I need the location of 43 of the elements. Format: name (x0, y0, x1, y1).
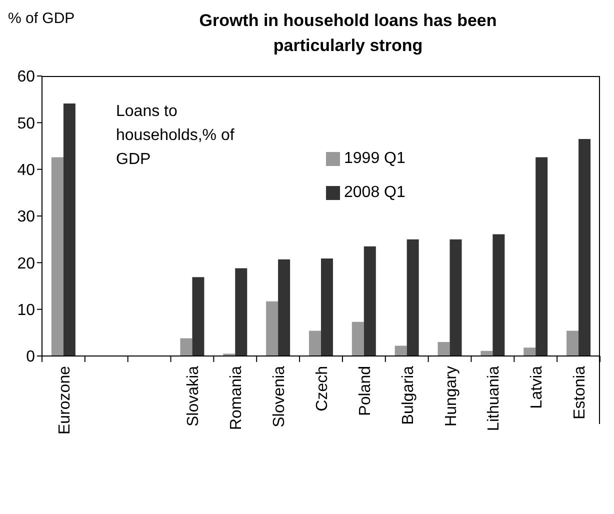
x-tick-label: Eurozone (56, 366, 74, 434)
x-tick-label: Czech (314, 366, 331, 412)
legend-label: 1999 Q1 (344, 150, 406, 168)
y-tick-label: 0 (26, 348, 36, 366)
bar (492, 234, 505, 356)
bar (192, 277, 204, 356)
y-tick-label: 20 (17, 255, 36, 272)
bar (536, 157, 548, 356)
bar (566, 330, 579, 356)
x-tick-label: Romania (228, 366, 246, 430)
x-tick-label: Estonia (572, 366, 589, 420)
x-tick-label: Hungary (442, 366, 460, 426)
chart-title: Growth in household loans has been particularly strong (198, 10, 498, 57)
x-tick-label: Poland (356, 366, 374, 416)
x-tick-label: Bulgaria (400, 366, 417, 425)
y-axis-title: % of GDP (8, 10, 75, 27)
legend-label: 2008 Q1 (344, 184, 406, 202)
bar (278, 259, 290, 356)
y-tick-label: 40 (17, 162, 36, 180)
bar (235, 268, 248, 356)
bar (308, 330, 321, 356)
bar (364, 246, 376, 356)
y-tick-label: 10 (17, 302, 36, 320)
bar (180, 338, 192, 356)
bar (51, 157, 64, 356)
x-tick-label: Lithuania (486, 366, 503, 431)
x-tick-label: Slovakia (185, 366, 202, 426)
y-tick-label: 50 (17, 115, 36, 132)
x-tick-label: Latvia (528, 366, 546, 409)
bar (438, 342, 450, 356)
bar (450, 239, 462, 356)
bar (394, 346, 407, 356)
bar (63, 104, 76, 356)
y-tick-label: 60 (17, 68, 36, 86)
bar (406, 239, 419, 356)
y-tick-label: 30 (17, 208, 36, 226)
annotation: Loans to households,% of GDP (116, 102, 236, 170)
x-tick-label: Slovenia (271, 366, 288, 428)
bar (266, 301, 278, 356)
bar (578, 139, 591, 356)
bar (524, 348, 536, 356)
bar (352, 322, 364, 356)
bar (320, 258, 333, 356)
